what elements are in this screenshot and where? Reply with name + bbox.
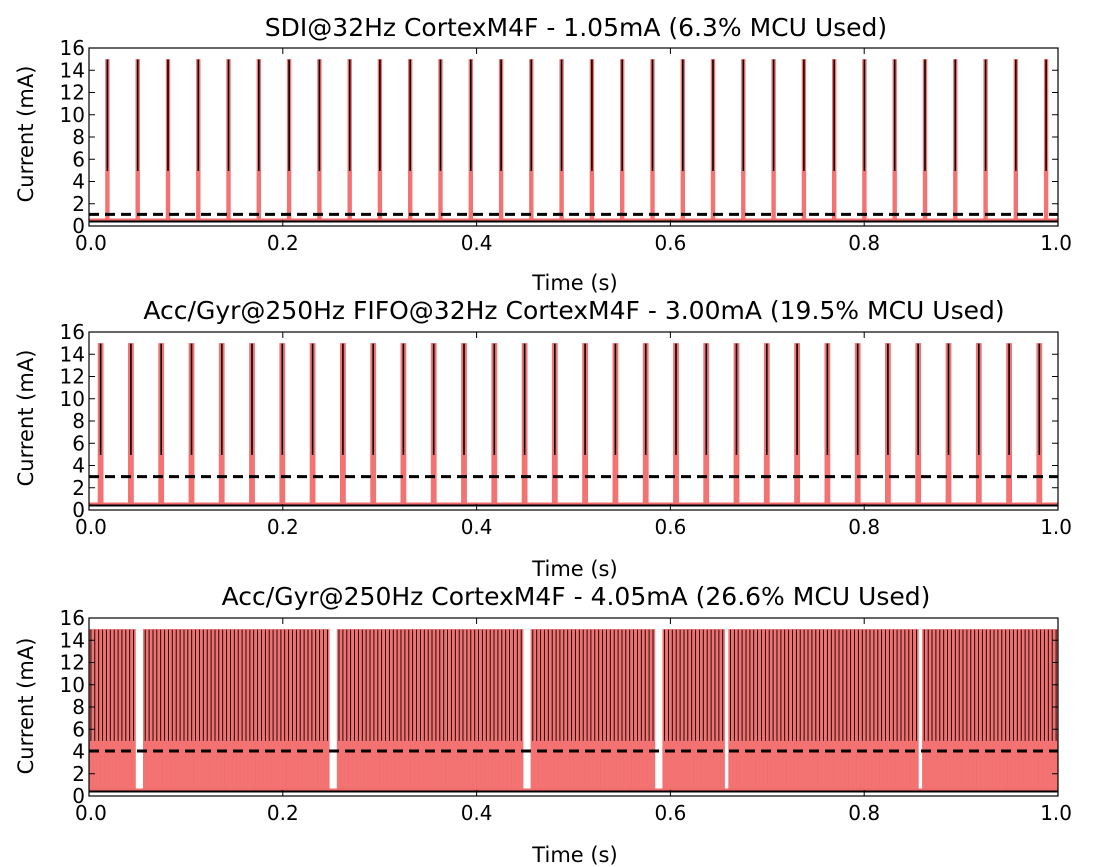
y-tick-label: 16 xyxy=(60,606,85,630)
panel-1-title: SDI@32Hz CortexM4F - 1.05mA (6.3% MCU Us… xyxy=(265,13,887,42)
x-tick-label: 0.8 xyxy=(848,231,880,255)
x-tick-label: 1.0 xyxy=(1040,515,1072,539)
y-tick-label: 10 xyxy=(60,103,85,127)
panel-3-xlabel: Time (s) xyxy=(531,843,617,867)
y-tick-label: 4 xyxy=(72,170,85,194)
y-tick-label: 2 xyxy=(72,476,85,500)
x-tick-label: 0.0 xyxy=(75,801,107,825)
panel-3-title: Acc/Gyr@250Hz CortexM4F - 4.05mA (26.6% … xyxy=(222,582,931,611)
y-tick-label: 6 xyxy=(72,431,85,455)
x-tick-label: 0.6 xyxy=(654,801,686,825)
panel-2-xlabel: Time (s) xyxy=(531,557,617,581)
x-tick-label: 0.2 xyxy=(267,801,299,825)
x-tick-label: 1.0 xyxy=(1040,801,1072,825)
x-tick-label: 0.0 xyxy=(75,231,107,255)
y-tick-label: 8 xyxy=(72,125,85,149)
panel-2-ylabel: Current (mA) xyxy=(14,350,38,487)
x-tick-label: 0.8 xyxy=(848,515,880,539)
y-tick-label: 12 xyxy=(60,81,85,105)
panel-3: Acc/Gyr@250Hz CortexM4F - 4.05mA (26.6% … xyxy=(14,582,1072,867)
y-tick-label: 12 xyxy=(60,365,85,389)
y-tick-label: 14 xyxy=(60,628,85,652)
y-tick-label: 12 xyxy=(60,651,85,675)
x-tick-label: 1.0 xyxy=(1040,231,1072,255)
panel-1: SDI@32Hz CortexM4F - 1.05mA (6.3% MCU Us… xyxy=(14,13,1072,295)
x-tick-label: 0.2 xyxy=(267,515,299,539)
y-tick-label: 8 xyxy=(72,695,85,719)
axes-frame xyxy=(88,331,1059,511)
panel-1-xlabel: Time (s) xyxy=(531,271,617,295)
x-tick-label: 0.4 xyxy=(461,231,493,255)
y-tick-label: 4 xyxy=(72,454,85,478)
panel-1-ylabel: Current (mA) xyxy=(14,66,38,203)
x-tick-label: 0.8 xyxy=(848,801,880,825)
y-tick-label: 16 xyxy=(60,36,85,60)
y-tick-label: 6 xyxy=(72,717,85,741)
y-tick-label: 16 xyxy=(60,320,85,344)
y-tick-label: 0 xyxy=(72,498,85,522)
x-tick-label: 0.6 xyxy=(654,231,686,255)
y-tick-label: 14 xyxy=(60,58,85,82)
y-tick-label: 8 xyxy=(72,409,85,433)
y-tick-label: 6 xyxy=(72,147,85,171)
y-tick-label: 14 xyxy=(60,342,85,366)
y-tick-label: 2 xyxy=(72,192,85,216)
x-tick-label: 0.2 xyxy=(267,231,299,255)
panel-2-title: Acc/Gyr@250Hz FIFO@32Hz CortexM4F - 3.00… xyxy=(143,296,1004,325)
y-tick-label: 0 xyxy=(72,784,85,808)
panel-3-ylabel: Current (mA) xyxy=(14,638,38,775)
y-tick-label: 10 xyxy=(60,673,85,697)
y-tick-label: 4 xyxy=(72,740,85,764)
y-tick-label: 2 xyxy=(72,762,85,786)
x-tick-label: 0.0 xyxy=(75,515,107,539)
x-tick-label: 0.4 xyxy=(461,801,493,825)
panel-2: Acc/Gyr@250Hz FIFO@32Hz CortexM4F - 3.00… xyxy=(14,296,1072,581)
y-tick-label: 10 xyxy=(60,387,85,411)
y-tick-label: 0 xyxy=(72,214,85,238)
x-tick-label: 0.6 xyxy=(654,515,686,539)
x-tick-label: 0.4 xyxy=(461,515,493,539)
axes-frame xyxy=(88,47,1059,227)
